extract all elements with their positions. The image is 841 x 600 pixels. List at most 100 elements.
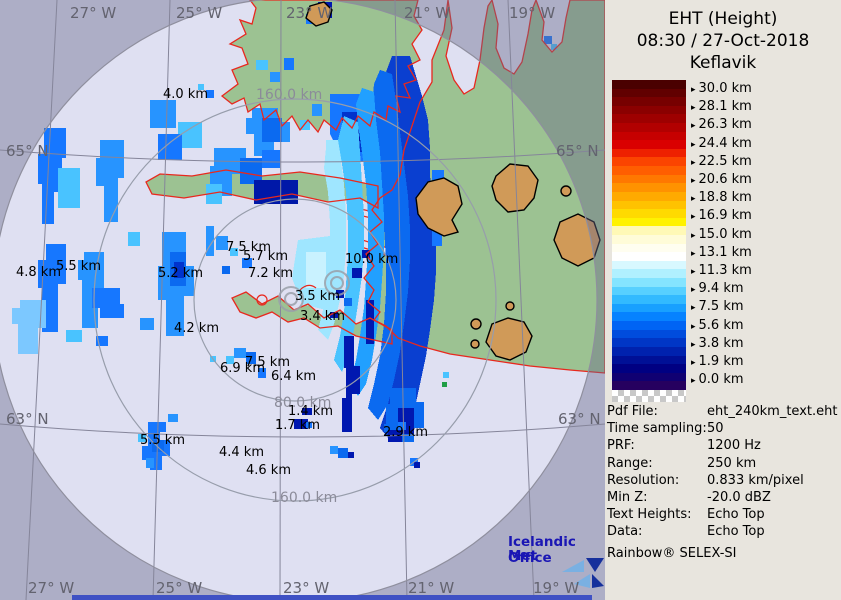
tick-arrow-icon: ▸	[691, 103, 696, 114]
legend-tick: ▸ 26.3 km	[691, 118, 752, 133]
tick-arrow-icon: ▸	[691, 230, 696, 241]
echo-top-height-label: 7.2 km	[248, 266, 293, 281]
metadata-value: -20.0 dBZ	[707, 490, 771, 506]
metadata-table: Pdf File: eht_240km_text.eht Time sampling…	[607, 403, 840, 541]
colorbar-band	[612, 260, 686, 270]
echo-top-height-label: 1.4 km	[288, 404, 333, 419]
bottom-scale-bar	[72, 595, 592, 600]
imo-brand-line1: Icelandic Met	[508, 534, 576, 564]
legend-tick-label: 1.9 km	[698, 354, 744, 369]
coordinate-label: 65° N	[6, 142, 49, 160]
metadata-row: Range: 250 km	[607, 455, 840, 472]
colorbar-band	[612, 234, 686, 244]
tick-arrow-icon: ▸	[691, 358, 696, 368]
legend-tick-label: 5.6 km	[698, 317, 744, 333]
radar-echoes	[12, 2, 557, 470]
echo-top-height-label: 6.9 km	[220, 361, 265, 376]
tick-arrow-icon: ▸	[691, 339, 696, 350]
echo-top-height-label: 4.2 km	[174, 321, 219, 336]
echo-top-height-label: 3.4 km	[300, 309, 345, 324]
colorbar-band	[612, 88, 686, 98]
metadata-value: Echo Top	[707, 524, 765, 540]
coordinate-label: 27° W	[70, 4, 117, 22]
colorbar-band	[612, 338, 686, 347]
legend-tick-label: 9.4 km	[698, 281, 744, 297]
tick-arrow-icon: ▸	[691, 212, 696, 223]
radar-map: Icelandic Met Office 27° W 25° W 23° W 21° …	[0, 0, 605, 600]
legend-tick-label: 26.3 km	[698, 117, 752, 133]
echo-top-height-label: 4.4 km	[219, 445, 264, 460]
colorbar-band	[612, 148, 686, 158]
colorbar-band	[612, 97, 686, 106]
metadata-label: PRF:	[607, 438, 635, 454]
colorbar-band	[612, 166, 686, 175]
coordinate-label: 19° W	[509, 4, 556, 22]
coordinate-label: 25° W	[156, 579, 203, 597]
legend-tick: ▸ 20.6 km	[691, 173, 752, 188]
metadata-label: Range:	[607, 455, 653, 471]
colorbar-band	[612, 217, 686, 227]
colorbar-band	[612, 321, 686, 330]
tick-arrow-icon: ▸	[691, 85, 696, 95]
echo-top-height-label: 4.0 km	[163, 87, 208, 102]
tick-arrow-icon: ▸	[691, 248, 696, 259]
echo-top-height-label: 5.5 km	[140, 433, 185, 448]
echo-top-height-label: 1.7 km	[275, 418, 320, 433]
legend-tick: ▸ 3.8 km	[691, 337, 744, 352]
colorbar-band	[612, 191, 686, 201]
echo-top-height-label: 7.5 km	[226, 240, 271, 255]
legend-tick-label: 16.9 km	[698, 208, 752, 224]
colorbar-band	[612, 295, 686, 304]
echo-top-height-label: 7.5 km	[245, 355, 290, 370]
metadata-row: Min Z: -20.0 dBZ	[607, 489, 840, 506]
legend-tick-label: 30.0 km	[698, 81, 752, 96]
legend-tick: ▸ 16.9 km	[691, 209, 752, 224]
legend-tick: ▸ 30.0 km	[691, 82, 752, 97]
coordinate-label: 21° W	[408, 579, 455, 597]
colorbar-band	[612, 80, 686, 89]
metadata-label: Time sampling:	[607, 421, 707, 437]
colorbar-band	[612, 226, 686, 235]
echo-top-height-label: 5.7 km	[243, 249, 288, 264]
metadata-label: Min Z:	[607, 490, 648, 506]
height-colorbar	[612, 80, 686, 390]
legend-tick-label: 0.0 km	[698, 372, 744, 388]
coordinate-label: 63° N	[6, 410, 49, 428]
legend-tick-label: 13.1 km	[698, 244, 752, 260]
tick-arrow-icon: ▸	[691, 139, 696, 150]
radar-map-canvas	[0, 0, 605, 600]
coordinate-label: 23° W	[283, 579, 330, 597]
colorbar-band	[612, 355, 686, 365]
colorbar-band	[612, 312, 686, 322]
range-ring-label: 160.0 km	[271, 490, 338, 506]
colorbar-band	[612, 140, 686, 149]
metadata-label: Data:	[607, 524, 643, 540]
colorbar-band	[612, 174, 686, 184]
legend-tick: ▸ 13.1 km	[691, 246, 752, 261]
range-ring-label: 160.0 km	[256, 87, 323, 103]
metadata-label: Text Heights:	[607, 507, 692, 523]
coordinate-label: 19° W	[533, 579, 580, 597]
tick-arrow-icon: ▸	[691, 267, 696, 277]
metadata-row: Pdf File: eht_240km_text.eht	[607, 403, 840, 420]
colorbar-band	[612, 157, 686, 167]
colorbar-band	[612, 252, 686, 261]
product-title: EHT (Height)	[668, 9, 778, 29]
metadata-value: 0.833 km/pixel	[707, 472, 804, 488]
colorbar-band	[612, 269, 686, 279]
station-name: Keflavik	[689, 53, 757, 73]
metadata-value: 250 km	[707, 455, 757, 471]
colorbar-band	[612, 209, 686, 218]
metadata-value: eht_240km_text.eht	[707, 404, 838, 419]
coordinate-label: 27° W	[28, 579, 75, 597]
legend-tick: ▸ 24.4 km	[691, 137, 752, 152]
metadata-value: 1200 Hz	[707, 438, 761, 454]
echo-top-height-label: 5.5 km	[56, 259, 101, 274]
colorbar-band	[612, 200, 686, 210]
colorbar-band	[612, 183, 686, 192]
colorbar-transparency-checker	[612, 390, 686, 402]
colorbar-band	[612, 364, 686, 373]
echo-top-height-label: 10.0 km	[345, 252, 399, 267]
imo-logo	[562, 558, 604, 588]
legend-tick: ▸ 1.9 km	[691, 355, 744, 370]
